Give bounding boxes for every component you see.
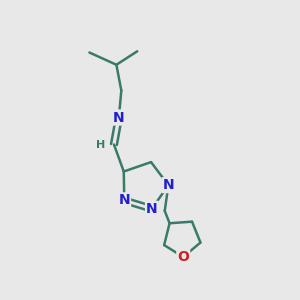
Text: N: N [118,193,130,207]
Text: O: O [177,250,189,264]
Text: N: N [113,110,125,124]
Text: N: N [163,178,174,192]
Text: H: H [96,140,105,149]
Text: N: N [146,202,158,216]
